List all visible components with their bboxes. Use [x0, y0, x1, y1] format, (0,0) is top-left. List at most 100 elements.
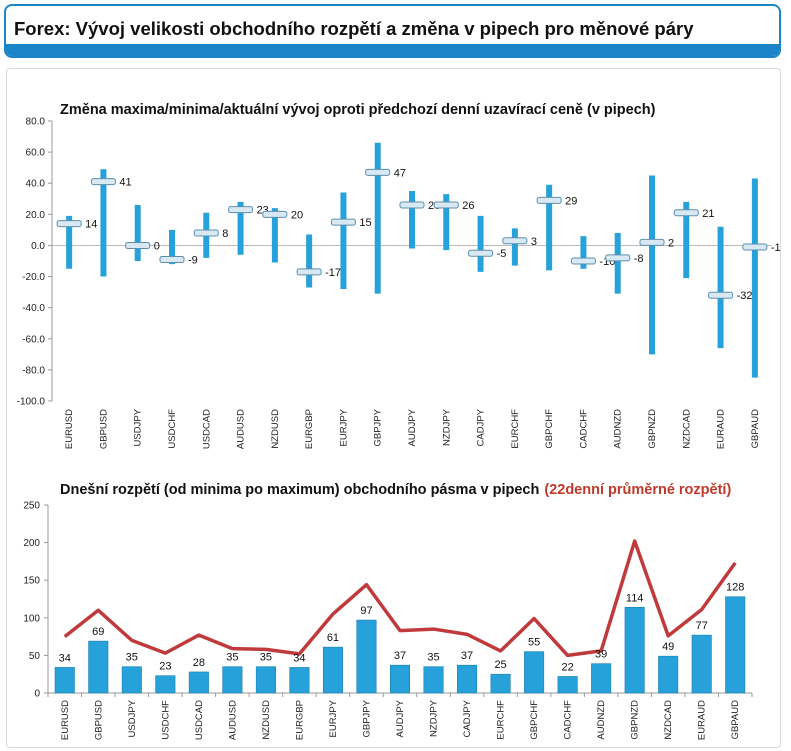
- chart1-current-marker: [262, 210, 288, 218]
- chart1-current-marker: [159, 255, 185, 263]
- chart2-x-tick-label: GBPNZD: [630, 700, 641, 740]
- chart2-data-label: 37: [394, 650, 406, 662]
- chart2-bar: [490, 673, 511, 694]
- chart2-data-label: 39: [595, 649, 607, 661]
- chart2-bar: [356, 619, 377, 694]
- chart2-x-tick-label: NZDCAD: [663, 700, 674, 740]
- chart2-x-tick-label: USDJPY: [127, 699, 138, 737]
- chart1-current-marker: [605, 254, 631, 262]
- chart1-current-marker: [639, 238, 665, 246]
- chart1-x-tick-label: AUDNZD: [613, 409, 624, 449]
- chart2-x-tick-label: GBPUSD: [93, 700, 104, 740]
- chart2-data-label: 35: [260, 652, 272, 664]
- chart1-data-label: -9: [188, 254, 198, 266]
- chart1-x-tick-label: EURUSD: [64, 409, 75, 449]
- chart2-bar: [524, 651, 545, 694]
- chart1-y-tick-label: -60.0: [22, 334, 45, 345]
- chart2-x-tick-label: EURJPY: [328, 699, 339, 737]
- chart2-y-tick-label: 150: [23, 576, 40, 587]
- chart1-y-tick-label: -80.0: [22, 365, 45, 376]
- chart2-bar: [88, 640, 109, 694]
- chart1-data-label: 29: [565, 195, 577, 207]
- chart1-current-marker: [742, 243, 768, 251]
- chart1-data-label: 0: [154, 240, 160, 252]
- chart1-data-label: -32: [737, 290, 753, 302]
- chart2-x-tick-label: USDCHF: [160, 700, 171, 740]
- chart1-x-tick-label: GBPCHF: [544, 409, 555, 449]
- chart2-data-label: 77: [696, 620, 708, 632]
- chart2-bar: [691, 634, 712, 694]
- chart1-data-label: 14: [85, 219, 97, 231]
- chart2-x-tick-label: NZDJPY: [429, 699, 440, 737]
- chart2-title-highlight: (22denní průměrné rozpětí): [544, 482, 731, 498]
- chart1-current-marker: [193, 229, 219, 237]
- chart1-current-marker: [673, 209, 699, 217]
- chart2-bar: [188, 671, 209, 694]
- chart1-x-tick-label: EURCHF: [510, 409, 521, 449]
- chart2-data-label: 128: [726, 582, 744, 594]
- chart2-bar: [624, 606, 645, 694]
- chart1-data-label: 26: [462, 200, 474, 212]
- chart2-marks: 34 EURUSD 69 GBPUSD 35 USDJPY 23 USDCHF 28 USDCAD…: [54, 539, 746, 740]
- chart2-data-label: 35: [126, 652, 138, 664]
- chart1-data-label: -1: [771, 242, 781, 254]
- chart1-data-label: -8: [634, 253, 644, 265]
- chart2-x-tick-label: CADJPY: [462, 699, 473, 737]
- chart1-y-tick-label: -20.0: [22, 272, 45, 283]
- chart2-x-tick-label: EURAUD: [697, 700, 708, 740]
- chart2-data-label: 34: [59, 652, 71, 664]
- chart2-x-tick-label: CADCHF: [563, 700, 574, 740]
- chart1-x-tick-label: NZDUSD: [270, 409, 281, 449]
- chart2-data-label: 37: [461, 650, 473, 662]
- chart1-current-marker: [90, 178, 116, 186]
- chart1-x-tick-label: EURJPY: [338, 408, 349, 446]
- chart1-data-label: 2: [668, 237, 674, 249]
- chart1-current-marker: [433, 201, 459, 209]
- chart1-x-tick-label: AUDUSD: [236, 409, 247, 449]
- chart2-data-label: 28: [193, 657, 205, 669]
- chart1-current-marker: [708, 291, 734, 299]
- chart2-x-tick-label: EURCHF: [496, 700, 507, 740]
- chart1-x-tick-label: GBPJPY: [373, 408, 384, 446]
- chart2-bar: [121, 666, 142, 694]
- header-box: Forex: Vývoj velikosti obchodního rozpět…: [4, 4, 781, 58]
- chart1-current-marker: [296, 268, 322, 276]
- chart2-x-tick-label: USDCAD: [194, 700, 205, 740]
- chart2-x-tick-label: NZDUSD: [261, 700, 272, 740]
- chart1-data-label: 21: [702, 208, 714, 220]
- chart1-current-marker: [468, 249, 494, 257]
- chart1-x-tick-label: NZDJPY: [441, 408, 452, 446]
- chart2-bar: [155, 675, 176, 694]
- chart2-y-tick-label: 0: [34, 689, 40, 700]
- chart1-current-marker: [570, 257, 596, 265]
- chart2-bar: [591, 663, 612, 694]
- chart1-data-label: 15: [359, 217, 371, 229]
- chart1-current-marker: [365, 168, 391, 176]
- chart2-title-main: Dnešní rozpětí (od minima po maximum) ob…: [60, 482, 539, 498]
- chart2-bar: [322, 646, 343, 694]
- chart2-data-label: 61: [327, 632, 339, 644]
- chart2-data-label: 34: [293, 652, 305, 664]
- chart1-marks: 14 EURUSD 41 GBPUSD 0 USDJPY -9 USDCHF 8 USDCAD 2 3…: [56, 142, 781, 449]
- chart2-bar: [658, 655, 679, 694]
- chart2-bar: [289, 667, 310, 694]
- chart1-current-marker: [330, 218, 356, 226]
- chart2-x-tick-label: GBPCHF: [529, 700, 540, 740]
- chart1-data-label: 41: [119, 177, 131, 189]
- chart2-bar: [389, 664, 411, 694]
- chart1-x-tick-label: AUDJPY: [407, 408, 418, 446]
- chart1-current-marker: [125, 241, 151, 249]
- chart2-data-label: 35: [226, 652, 238, 664]
- chart2-bar: [54, 667, 75, 694]
- chart1-current-marker: [536, 196, 562, 204]
- chart1-x-tick-label: CADJPY: [476, 408, 487, 446]
- chart1-x-tick-label: USDCHF: [167, 409, 178, 449]
- header-accent-bar: [6, 44, 779, 56]
- chart2-data-label: 35: [427, 652, 439, 664]
- chart2-title: Dnešní rozpětí (od minima po maximum) ob…: [60, 482, 731, 498]
- chart1-data-label: 20: [291, 209, 303, 221]
- chart2-x-tick-label: AUDNZD: [596, 700, 607, 740]
- chart1-y-tick-label: 40.0: [26, 179, 46, 190]
- chart1-x-tick-label: EURAUD: [716, 409, 727, 449]
